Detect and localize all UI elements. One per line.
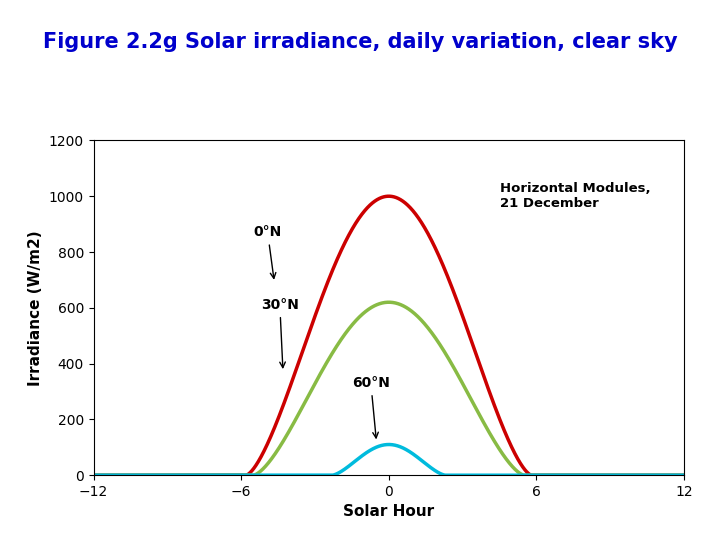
X-axis label: Solar Hour: Solar Hour xyxy=(343,504,434,519)
Text: Horizontal Modules,
21 December: Horizontal Modules, 21 December xyxy=(500,182,650,210)
Text: 0°N: 0°N xyxy=(253,226,282,279)
Text: Figure 2.2g Solar irradiance, daily variation, clear sky: Figure 2.2g Solar irradiance, daily vari… xyxy=(42,32,678,52)
Y-axis label: Irradiance (W/m2): Irradiance (W/m2) xyxy=(28,230,43,386)
Text: 60°N: 60°N xyxy=(352,376,390,438)
Text: 30°N: 30°N xyxy=(261,298,299,368)
